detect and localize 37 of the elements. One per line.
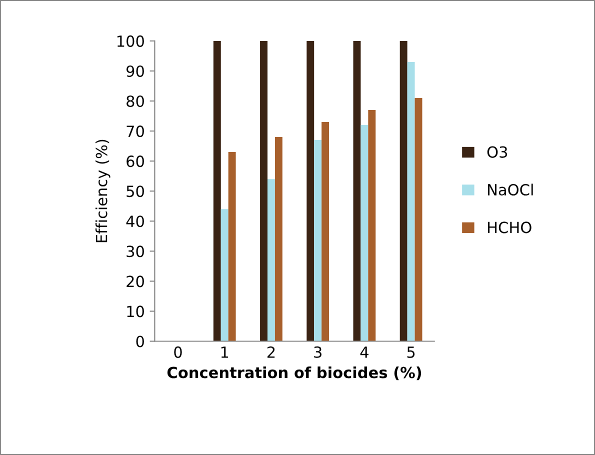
legend-label: HCHO [488, 222, 532, 234]
bar [368, 110, 376, 342]
x-axis-title: Concentration of biocides (%) [167, 366, 422, 380]
bar [274, 137, 282, 342]
bar [407, 62, 415, 342]
bar [360, 125, 368, 342]
y-tick-label: 20 [126, 276, 144, 288]
bar [220, 209, 228, 342]
y-axis-title: Efficiency (%) [95, 140, 110, 242]
y-tick-label: 70 [126, 126, 144, 138]
x-tick-label: 3 [314, 346, 322, 358]
y-tick-label: 60 [126, 156, 144, 168]
bar [314, 140, 322, 342]
y-tick-label: 0 [136, 336, 144, 348]
bar [414, 98, 422, 342]
y-tick-label: 90 [126, 65, 144, 77]
y-tick-label: 30 [126, 246, 144, 258]
bar [260, 40, 268, 342]
bar [353, 40, 361, 342]
bar [228, 152, 236, 342]
x-tick-label: 4 [360, 346, 368, 358]
x-tick-label: 0 [174, 346, 182, 358]
bar [306, 40, 314, 342]
y-tick-label: 100 [117, 35, 144, 47]
bar [267, 179, 275, 342]
legend-label: O3 [487, 146, 508, 158]
bar [213, 40, 221, 342]
bar [400, 40, 408, 342]
y-tick-label: 80 [126, 95, 144, 108]
x-tick-label: 2 [267, 346, 275, 358]
y-tick-label: 40 [126, 216, 144, 228]
legend-label: NaOCl [488, 184, 533, 196]
x-tick-label: 5 [407, 346, 415, 358]
y-tick-label: 10 [127, 306, 144, 318]
bar [322, 122, 330, 342]
x-tick-label: 1 [221, 346, 228, 358]
y-tick-label: 50 [126, 186, 144, 198]
